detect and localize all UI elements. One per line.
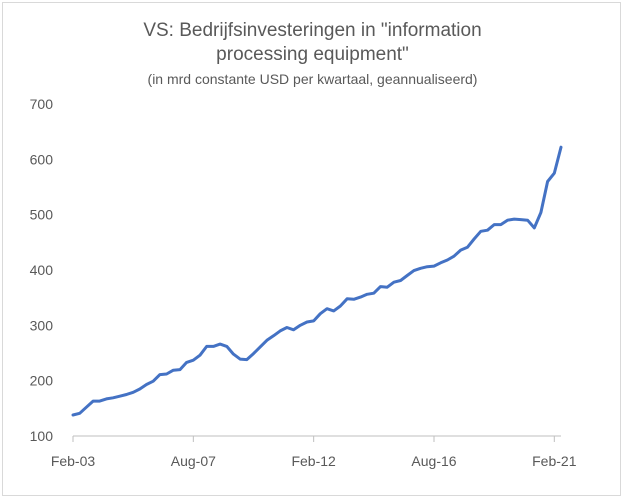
y-axis: 100 200 300 400 500 600 700 — [30, 96, 54, 444]
y-tick-label: 700 — [30, 96, 54, 112]
y-tick-label: 100 — [30, 428, 54, 444]
chart-title-line1: VS: Bedrijfsinvesteringen in "informatio… — [143, 20, 482, 41]
series-line — [71, 145, 563, 417]
y-tick-label: 200 — [30, 373, 54, 389]
x-tick-label: Feb-12 — [291, 453, 336, 469]
x-tick-label: Aug-16 — [411, 453, 456, 469]
y-tick-label: 500 — [30, 207, 54, 223]
series-group — [71, 145, 563, 417]
x-axis: Feb-03 Aug-07 Feb-12 Aug-16 Feb-21 — [51, 435, 577, 469]
y-tick-label: 600 — [30, 151, 54, 167]
chart-frame — [2, 2, 621, 496]
x-tick-label: Feb-21 — [532, 453, 577, 469]
y-tick-label: 400 — [30, 262, 54, 278]
x-tick-label: Aug-07 — [171, 453, 216, 469]
x-tick-label: Feb-03 — [51, 453, 96, 469]
chart-title-line2: processing equipment" — [216, 44, 409, 65]
y-tick-label: 300 — [30, 317, 54, 333]
chart-subtitle: (in mrd constante USD per kwartaal, gean… — [147, 71, 478, 87]
